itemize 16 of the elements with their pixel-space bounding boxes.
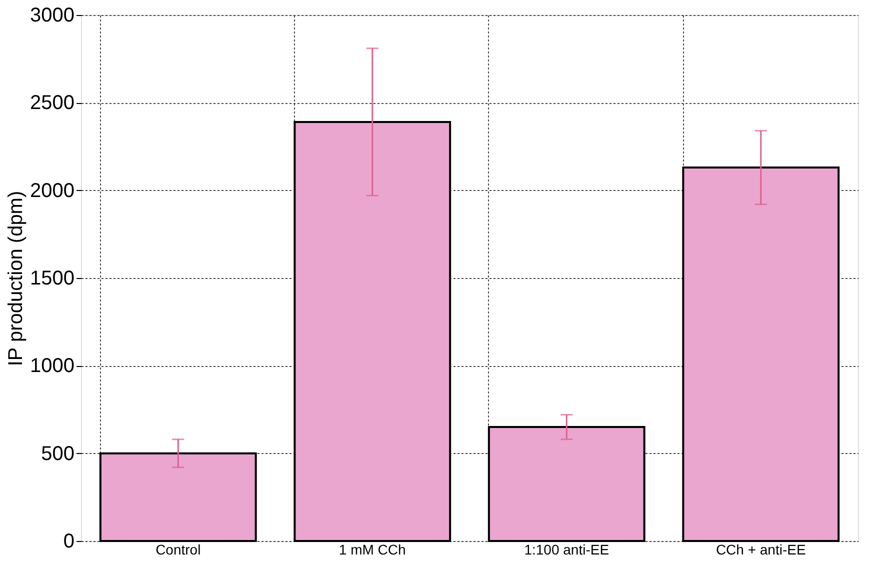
x-tick-label: 1 mM CCh — [338, 542, 406, 558]
y-tick-label: 3000 — [30, 4, 74, 26]
y-axis-title: IP production (dpm) — [5, 190, 28, 366]
y-tick-label: 2500 — [30, 92, 74, 114]
y-tick-label: 1500 — [30, 268, 74, 290]
x-tick-label: Control — [156, 542, 201, 558]
bar — [488, 426, 646, 542]
bar — [99, 452, 257, 542]
y-tick-label: 0 — [63, 530, 74, 552]
y-tick-label: 2000 — [30, 180, 74, 202]
bar — [294, 120, 452, 542]
x-tick-label: 1:100 anti-EE — [524, 542, 610, 558]
x-tick-label: CCh + anti-EE — [716, 542, 806, 558]
y-tick-label: 1000 — [30, 355, 74, 378]
bar — [682, 166, 840, 542]
y-tick-label: 500 — [41, 442, 74, 465]
